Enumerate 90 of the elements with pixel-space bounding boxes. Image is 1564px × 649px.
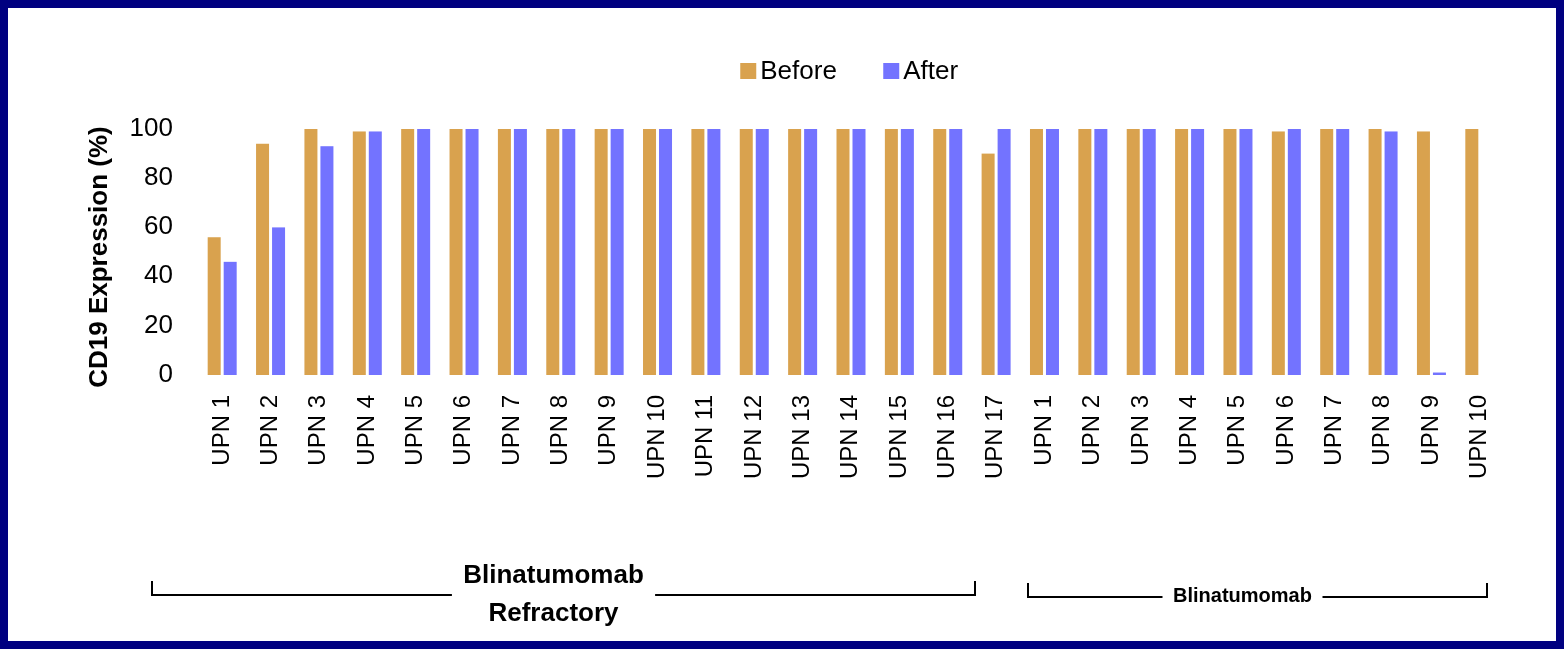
x-tick-label: UPN 4 — [1173, 395, 1201, 466]
x-tick-label: UPN 5 — [400, 395, 428, 466]
x-tick-label: UPN 3 — [303, 395, 331, 466]
text: Blinatumomab — [1173, 584, 1312, 607]
bar — [836, 129, 850, 375]
bar — [755, 129, 769, 375]
x-tick-label: UPN 16 — [932, 395, 960, 480]
bar — [997, 129, 1011, 375]
x-tick-label: UPN 8 — [1367, 395, 1395, 466]
bar — [1029, 129, 1043, 375]
bar — [449, 129, 463, 375]
bar — [223, 261, 237, 375]
bar — [1126, 129, 1140, 375]
y-tick-label: 80 — [144, 161, 173, 192]
x-tick-label: UPN 6 — [448, 395, 476, 466]
bar — [788, 129, 802, 375]
bar — [1320, 129, 1334, 375]
bar — [1368, 129, 1382, 375]
bar — [1287, 129, 1301, 375]
x-tick-label: UPN 2 — [1077, 395, 1105, 466]
bar — [691, 129, 705, 375]
x-tick-label: UPN 13 — [786, 395, 814, 480]
bar — [417, 129, 431, 375]
bar — [1078, 129, 1092, 375]
bar — [739, 129, 753, 375]
x-tick-label: UPN 3 — [1125, 395, 1153, 466]
y-tick-label: 20 — [144, 308, 173, 339]
bar — [707, 129, 721, 375]
bar — [1239, 129, 1253, 375]
bar — [804, 129, 818, 375]
x-tick-label: UPN 12 — [738, 395, 766, 480]
bar — [933, 129, 947, 375]
bar — [610, 129, 624, 375]
bar — [949, 129, 963, 375]
bar — [1384, 131, 1398, 375]
bar — [320, 146, 334, 375]
bar — [1416, 131, 1430, 375]
bar — [1465, 129, 1479, 375]
bar — [401, 129, 415, 375]
bar — [256, 143, 270, 375]
bar — [1336, 129, 1350, 375]
bar — [852, 129, 866, 375]
bar — [884, 129, 898, 375]
x-tick-label: UPN 11 — [690, 395, 718, 478]
y-axis-title: CD19 Expression (%) — [82, 126, 113, 388]
bar — [304, 129, 318, 375]
x-tick-label: UPN 1 — [1028, 395, 1056, 466]
x-tick-label: UPN 9 — [1415, 395, 1443, 466]
bar — [1094, 129, 1108, 375]
bar — [465, 129, 479, 375]
bar — [981, 153, 995, 375]
bar — [497, 129, 511, 375]
text: Blinatumomab Refractory — [463, 559, 644, 627]
bar — [546, 129, 560, 375]
bar — [1271, 131, 1285, 375]
bar — [272, 227, 286, 375]
bar — [643, 129, 657, 375]
x-tick-label: UPN 10 — [641, 395, 669, 480]
bar — [1191, 129, 1205, 375]
x-tick-label: UPN 9 — [593, 395, 621, 466]
x-tick-label: UPN 5 — [1222, 395, 1250, 466]
bar — [207, 237, 221, 375]
x-tick-label: UPN 10 — [1464, 395, 1492, 480]
x-tick-label: UPN 14 — [835, 395, 863, 480]
x-tick-label: UPN 1 — [206, 395, 234, 466]
x-tick-label: UPN 4 — [351, 395, 379, 466]
x-tick-label: UPN 6 — [1270, 395, 1298, 466]
bar — [352, 131, 366, 375]
bar — [1175, 129, 1189, 375]
legend-label: After — [903, 54, 959, 85]
bar — [900, 129, 914, 375]
bar — [562, 129, 576, 375]
bar — [1045, 129, 1059, 375]
x-tick-label: UPN 7 — [1319, 395, 1347, 466]
x-tick-label: UPN 17 — [980, 395, 1008, 480]
bar — [368, 131, 382, 375]
x-tick-label: UPN 2 — [254, 395, 282, 466]
x-tick-label: UPN 8 — [545, 395, 573, 466]
y-tick-label: 100 — [129, 111, 173, 142]
x-tick-label: UPN 15 — [883, 395, 911, 480]
bar — [659, 129, 673, 375]
x-tick-label: UPN 7 — [496, 395, 524, 466]
bar — [1142, 129, 1156, 375]
legend-label: Before — [760, 54, 837, 85]
y-tick-label: 60 — [144, 210, 173, 241]
bar — [594, 129, 608, 375]
bar — [513, 129, 527, 375]
y-tick-label: 40 — [144, 259, 173, 290]
bar — [1223, 129, 1237, 375]
y-tick-label: 0 — [158, 357, 173, 388]
